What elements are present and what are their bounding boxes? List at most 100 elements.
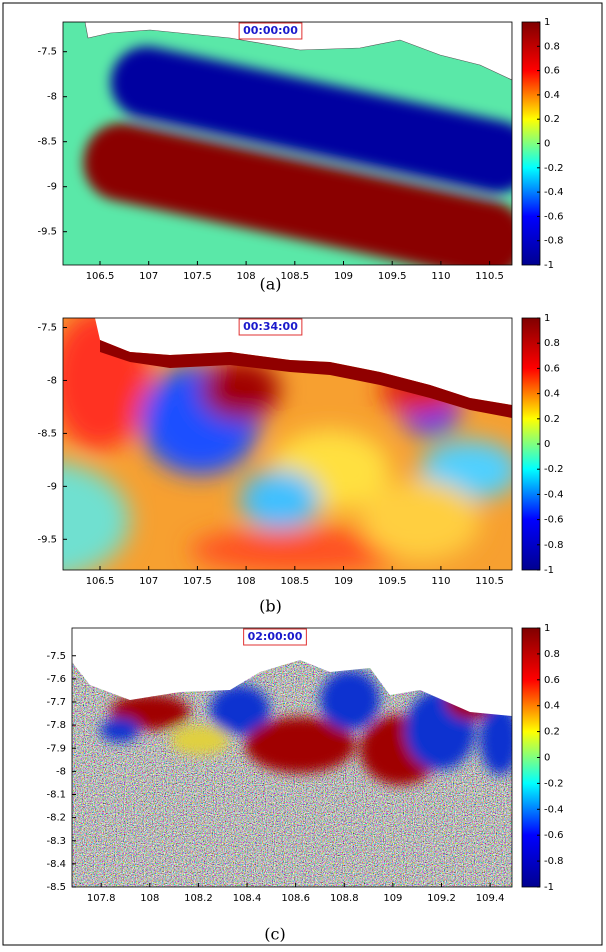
x-tick-label: 110 bbox=[431, 271, 450, 282]
field bbox=[170, 725, 230, 755]
colorbar-tick-label: -0.6 bbox=[544, 211, 564, 222]
x-tick-label: 109 bbox=[334, 271, 353, 282]
colorbar-tick-label: 0.2 bbox=[544, 727, 560, 738]
y-tick-label: -8.2 bbox=[46, 813, 66, 824]
x-tick-label: 108.8 bbox=[330, 893, 359, 904]
land bbox=[72, 628, 512, 716]
field bbox=[360, 480, 480, 560]
y-tick-label: -9.5 bbox=[37, 534, 57, 545]
colorbar-tick-label: -1 bbox=[544, 260, 554, 271]
y-tick-label: -8.5 bbox=[46, 882, 66, 893]
colorbar-tick-label: 0.2 bbox=[544, 114, 560, 125]
x-tick-label: 107.5 bbox=[183, 576, 212, 587]
plot-frame bbox=[71, 627, 513, 888]
x-tick-label: 109.2 bbox=[427, 893, 456, 904]
field bbox=[63, 462, 130, 570]
colorbar-tick-label: 0.6 bbox=[544, 675, 560, 686]
field bbox=[190, 528, 410, 570]
colorbar-tick-label: -0.4 bbox=[544, 187, 564, 198]
x-tick-label: 109 bbox=[383, 893, 402, 904]
colorbar-tick-label: 0.8 bbox=[544, 649, 560, 660]
timestamp-box bbox=[238, 318, 303, 336]
x-tick-label: 109.5 bbox=[378, 576, 407, 587]
field bbox=[200, 360, 280, 420]
x-tick-label: 108 bbox=[140, 893, 159, 904]
y-tick-label: -8.3 bbox=[46, 836, 66, 847]
y-tick-label: -9 bbox=[47, 481, 57, 492]
y-tick-label: -8.4 bbox=[46, 859, 66, 870]
colorbar-tick-label: 0.8 bbox=[544, 338, 560, 349]
field bbox=[480, 705, 512, 775]
x-tick-label: 109.5 bbox=[378, 271, 407, 282]
land bbox=[63, 22, 512, 81]
x-tick-label: 108.4 bbox=[233, 893, 262, 904]
colorbar-tick-label: 0.4 bbox=[544, 90, 560, 101]
timestamp: 00:34:00 bbox=[243, 320, 298, 333]
y-tick-label: -7.5 bbox=[46, 651, 66, 662]
timestamp-box bbox=[238, 22, 303, 40]
x-tick-label: 108.2 bbox=[184, 893, 213, 904]
colorbar-tick-label: -0.6 bbox=[544, 830, 564, 841]
x-tick-label: 107.5 bbox=[183, 271, 212, 282]
x-tick-label: 108.5 bbox=[280, 271, 309, 282]
colorbar-tick-label: 0.4 bbox=[544, 701, 560, 712]
x-tick-label: 107.8 bbox=[87, 893, 116, 904]
y-tick-label: -7.7 bbox=[46, 697, 66, 708]
timestamp: 02:00:00 bbox=[248, 630, 303, 643]
caption: (b) bbox=[259, 597, 282, 616]
colorbar-tick-label: -1 bbox=[544, 882, 554, 893]
y-tick-label: -8.1 bbox=[46, 790, 66, 801]
y-tick-label: -8 bbox=[47, 92, 57, 103]
x-tick-label: 106.5 bbox=[86, 576, 115, 587]
colorbar-tick-label: 0.6 bbox=[544, 66, 560, 77]
y-tick-label: -8 bbox=[47, 375, 57, 386]
colorbar-tick-label: 1 bbox=[544, 313, 550, 324]
y-tick-label: -7.9 bbox=[46, 743, 66, 754]
timestamp-box bbox=[243, 628, 307, 646]
x-tick-label: 110 bbox=[431, 576, 450, 587]
x-tick-label: 107 bbox=[139, 271, 158, 282]
field bbox=[100, 718, 140, 742]
x-tick-label: 108.5 bbox=[280, 576, 309, 587]
x-tick-label: 108.6 bbox=[281, 893, 310, 904]
field-blobs bbox=[63, 318, 512, 570]
colorbar-tick-label: -0.8 bbox=[544, 236, 564, 247]
colorbar-tick-label: -0.6 bbox=[544, 515, 564, 526]
timestamp: 00:00:00 bbox=[243, 24, 298, 37]
colorbar-tick-label: -1 bbox=[544, 565, 554, 576]
colorbar-tick-label: 1 bbox=[544, 623, 550, 634]
y-tick-label: -7.6 bbox=[46, 674, 66, 685]
colorbar-tick-label: -0.2 bbox=[544, 163, 564, 174]
colorbar-tick-label: 0 bbox=[544, 753, 550, 764]
land bbox=[63, 318, 512, 405]
x-tick-label: 106.5 bbox=[86, 271, 115, 282]
y-tick-label: -8.5 bbox=[37, 428, 57, 439]
x-tick-label: 108 bbox=[237, 271, 256, 282]
field bbox=[245, 717, 355, 773]
colorbar-tick-label: -0.4 bbox=[544, 804, 564, 815]
field bbox=[110, 46, 512, 193]
colorbar-tick-label: 0 bbox=[544, 439, 550, 450]
y-tick-label: -7.5 bbox=[37, 47, 57, 58]
colorbar-tick-label: 0 bbox=[544, 139, 550, 150]
colorbar-tick-label: -0.8 bbox=[544, 540, 564, 551]
colorbar-tick-label: 0.4 bbox=[544, 389, 560, 400]
x-tick-label: 110.5 bbox=[475, 576, 504, 587]
caption: (a) bbox=[259, 275, 281, 294]
colorbar-tick-label: 0.8 bbox=[544, 41, 560, 52]
x-tick-label: 110.5 bbox=[475, 271, 504, 282]
colorbar-tick-label: -0.4 bbox=[544, 489, 564, 500]
colorbar-tick-label: 0.6 bbox=[544, 363, 560, 374]
y-tick-label: -7.5 bbox=[37, 323, 57, 334]
x-tick-label: 109.4 bbox=[476, 893, 505, 904]
x-tick-label: 109 bbox=[334, 576, 353, 587]
colorbar-tick-label: -0.2 bbox=[544, 464, 564, 475]
colorbar-tick-label: -0.8 bbox=[544, 856, 564, 867]
plot-frame bbox=[62, 21, 513, 266]
y-tick-label: -8 bbox=[56, 766, 66, 777]
y-tick-label: -7.8 bbox=[46, 720, 66, 731]
